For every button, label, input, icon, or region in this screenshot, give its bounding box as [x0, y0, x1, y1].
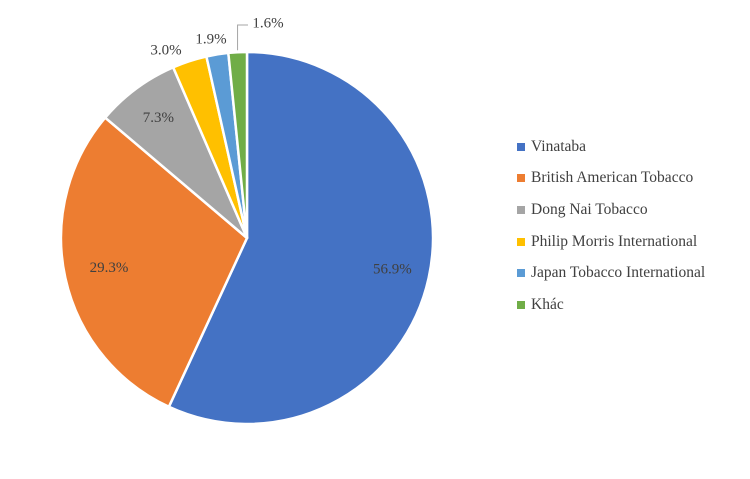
legend-label-khac: Khác: [531, 295, 564, 313]
leader-line-khac: [237, 24, 248, 51]
legend-swatch-british-american-tobacco: [517, 174, 525, 183]
legend-swatch-khac: [517, 300, 525, 309]
pie-slice-british-american-tobacco: [59, 116, 249, 409]
legend-label-vinataba: Vinataba: [531, 137, 587, 155]
legend-label-british-american-tobacco: British American Tobacco: [531, 169, 694, 187]
data-label-dong-nai-tobacco: 7.3%: [143, 110, 174, 126]
legend-item-vinataba: Vinataba: [517, 131, 705, 163]
pie-slice-vinataba: [167, 50, 435, 426]
legend: Vinataba British American Tobacco Dong Nai…: [517, 131, 705, 321]
data-labels: 56.9% 29.3% 7.3% 3.0% 1.9% 1.6%: [90, 15, 412, 277]
legend-item-philip-morris-international: Philip Morris International: [517, 226, 705, 258]
legend-label-philip-morris-international: Philip Morris International: [531, 232, 698, 250]
legend-swatch-dong-nai-tobacco: [517, 205, 525, 214]
legend-label-dong-nai-tobacco: Dong Nai Tobacco: [531, 200, 648, 218]
legend-label-japan-tobacco-international: Japan Tobacco International: [531, 264, 706, 282]
legend-item-japan-tobacco-international: Japan Tobacco International: [517, 257, 705, 289]
legend-swatch-philip-morris-international: [517, 237, 525, 246]
pie-slice-khac: [227, 50, 249, 240]
legend-item-dong-nai-tobacco: Dong Nai Tobacco: [517, 194, 705, 226]
data-label-philip-morris-international: 3.0%: [150, 42, 181, 58]
leader-lines: [237, 24, 248, 51]
data-label-khac: 1.6%: [252, 15, 283, 31]
legend-item-khac: Khác: [517, 289, 705, 321]
data-label-british-american-tobacco: 29.3%: [90, 260, 129, 276]
data-label-japan-tobacco-international: 1.9%: [195, 31, 226, 47]
legend-swatch-vinataba: [517, 142, 525, 151]
legend-item-british-american-tobacco: British American Tobacco: [517, 163, 705, 195]
data-label-vinataba: 56.9%: [373, 261, 412, 277]
pie-slices: [59, 50, 435, 426]
legend-swatch-japan-tobacco-international: [517, 269, 525, 278]
